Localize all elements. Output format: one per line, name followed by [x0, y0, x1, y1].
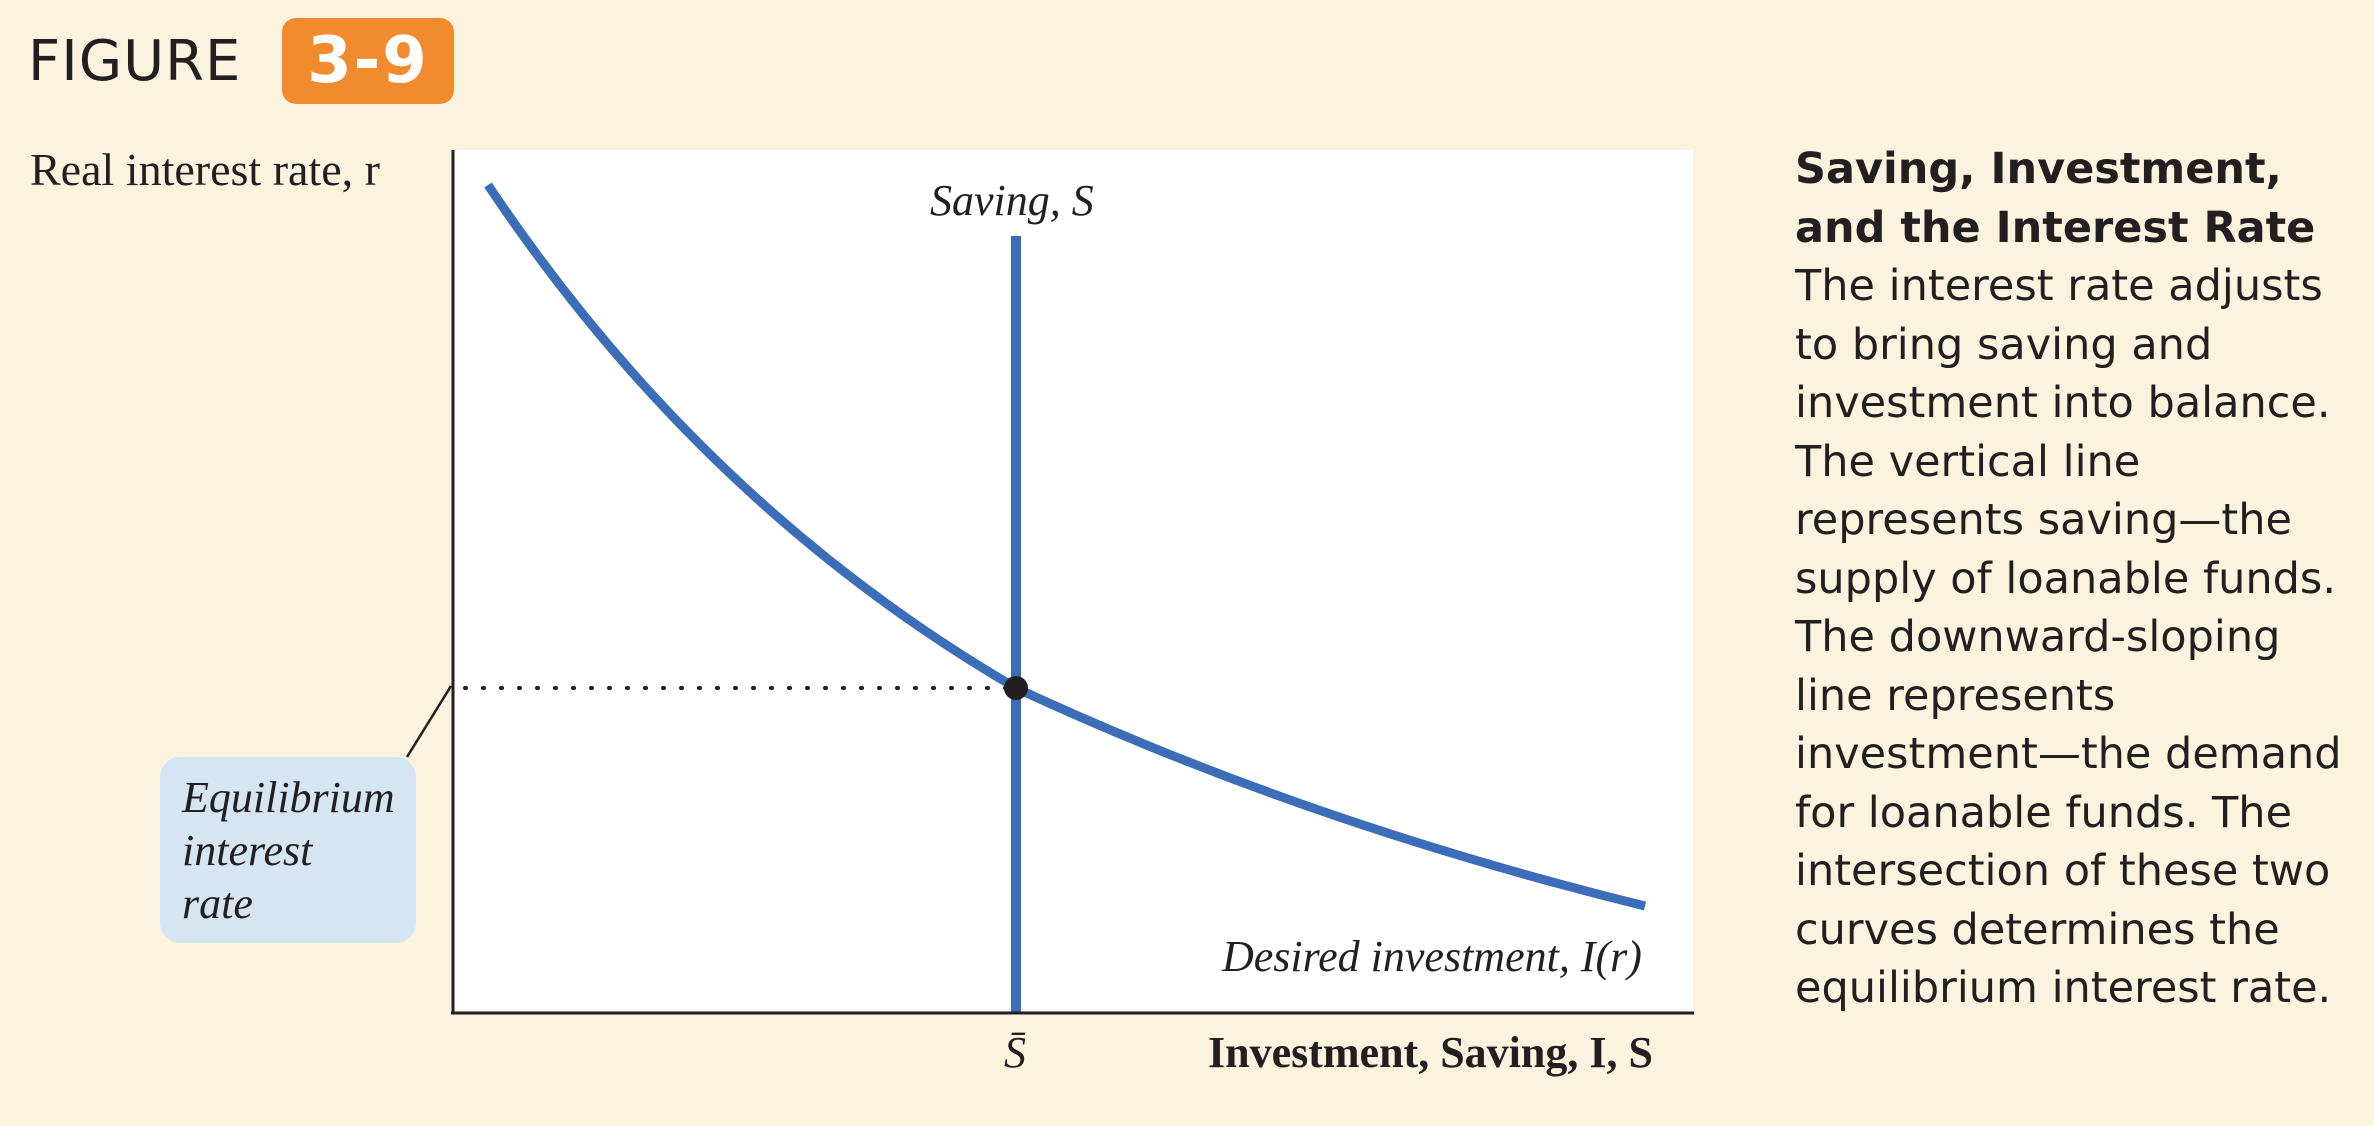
x-axis-title: Investment, Saving, I, S: [1208, 1028, 1653, 1077]
callout-text: Equilibrium interest rate: [182, 771, 395, 930]
plot-area: [453, 150, 1693, 1012]
callout-line-3: rate: [182, 879, 253, 928]
equilibrium-callout: Equilibrium interest rate: [160, 757, 416, 943]
investment-series-label: Desired investment, I(r): [1222, 932, 1642, 981]
callout-line-1: Equilibrium: [182, 773, 395, 822]
investment-curve: [484, 182, 1647, 911]
equilibrium-point: [1004, 676, 1028, 700]
saving-series-label: Saving, S: [930, 176, 1094, 225]
caption-title: Saving, Investment, and the Interest Rat…: [1795, 144, 2316, 253]
y-axis-title-text: Real interest rate, r: [30, 144, 380, 195]
callout-line-2: interest: [182, 826, 313, 875]
caption-body: The interest rate adjusts to bring savin…: [1795, 261, 2342, 1013]
y-axis-title: Real interest rate, r: [30, 140, 380, 200]
figure-caption: Saving, Investment, and the Interest Rat…: [1795, 140, 2355, 1018]
figure-label: FIGURE: [28, 29, 242, 94]
x-tick-s-bar: S̄: [1004, 1028, 1026, 1077]
figure-number-badge: 3-9: [282, 18, 454, 104]
callout-pointer-line: [405, 685, 453, 758]
